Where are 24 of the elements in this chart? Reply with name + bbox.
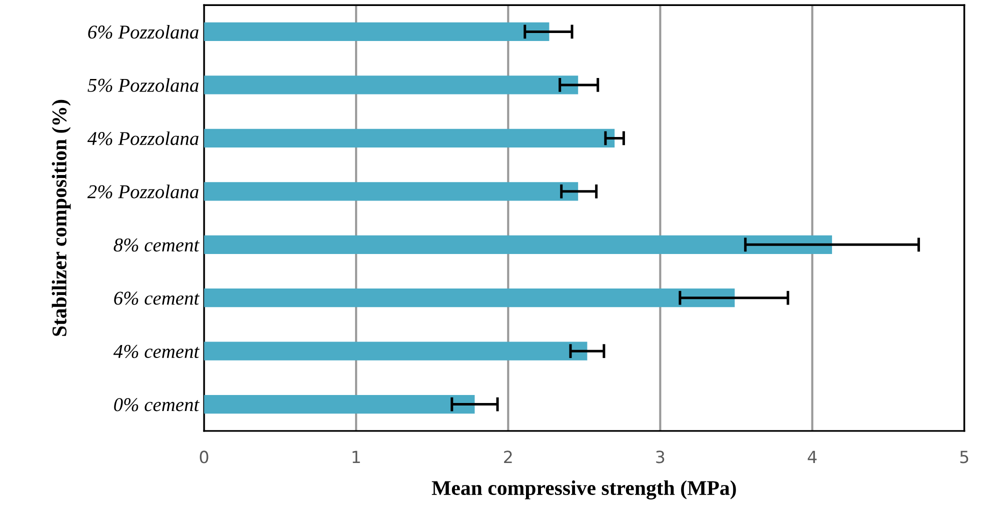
x-tick-label: 4 [808, 450, 817, 464]
bar [204, 288, 735, 308]
bar [204, 22, 550, 42]
y-axis-title: Stabilizer composition (%) [52, 100, 71, 336]
x-tick-label: 2 [504, 450, 512, 464]
bar [204, 76, 578, 94]
x-tick-label: 5 [960, 450, 968, 464]
bar [204, 394, 475, 414]
y-tick-label: 0% cement [114, 398, 200, 412]
y-tick-label: 8% cement [114, 238, 200, 252]
y-tick-label: 4% cement [113, 344, 200, 358]
y-tick-label: 6% Pozzolana [88, 24, 198, 39]
y-tick-label: 5% Pozzolana [88, 78, 198, 92]
bar [204, 342, 588, 360]
x-axis-title: Mean compressive strength (MPa) [432, 480, 736, 500]
x-tick-label: 3 [656, 450, 664, 464]
y-tick-label: 4% Pozzolana [87, 131, 198, 146]
x-tick-label: 0 [200, 450, 208, 464]
y-tick-label: 6% cement [114, 292, 200, 305]
bar [204, 182, 578, 201]
bar [204, 128, 615, 148]
y-tick-label: 2% Pozzolana [87, 184, 198, 198]
bar [204, 235, 832, 254]
x-tick-label: 1 [352, 450, 360, 464]
